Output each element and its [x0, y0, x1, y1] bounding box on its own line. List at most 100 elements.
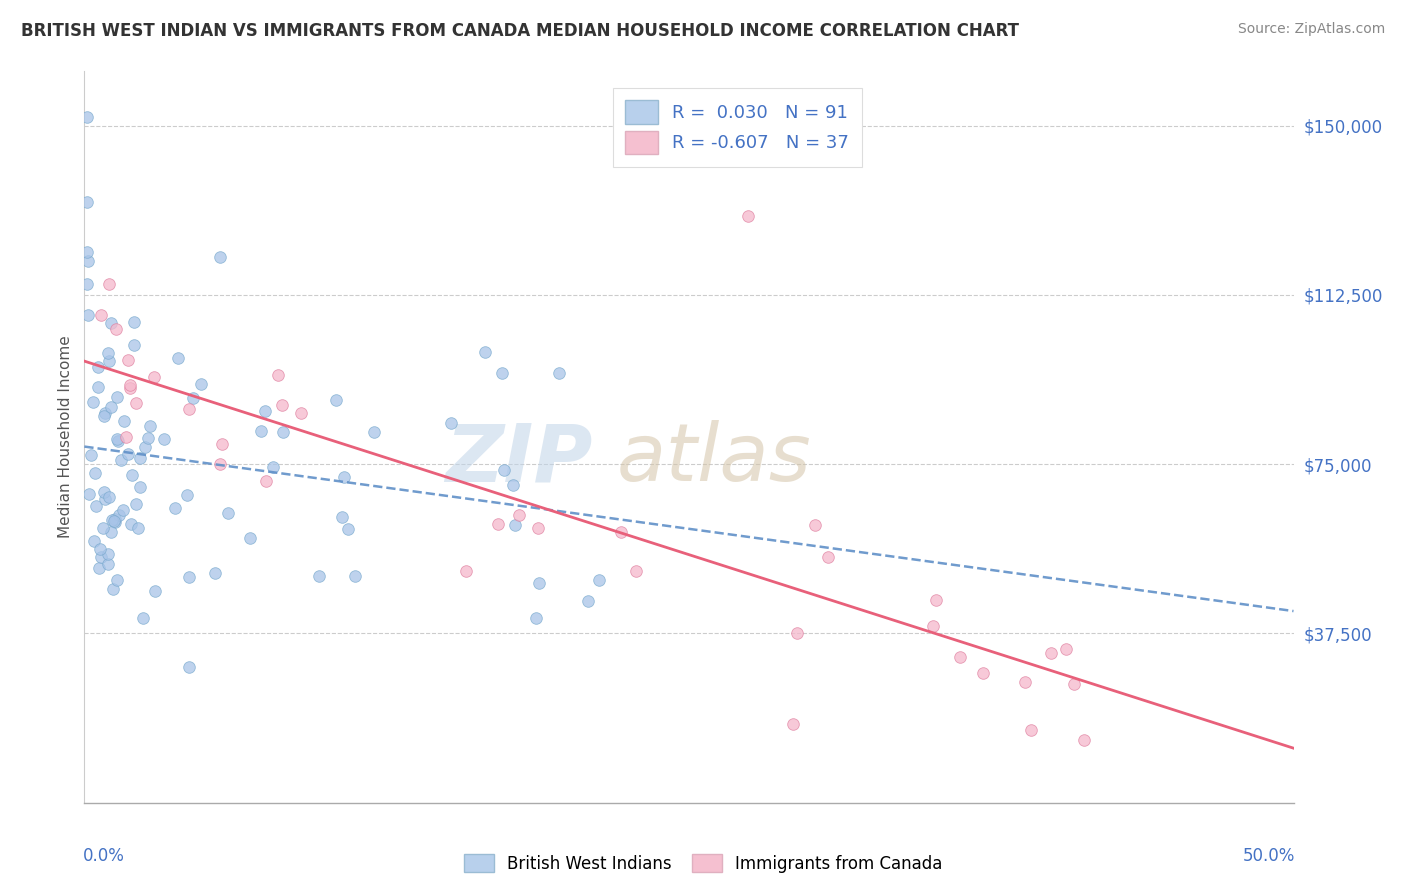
Point [529, 576, 551, 591]
Point [492, 462, 515, 476]
Point [454, 564, 477, 578]
Point [107, 434, 129, 448]
Point [177, 660, 200, 674]
Text: BRITISH WEST INDIAN VS IMMIGRANTS FROM CANADA MEDIAN HOUSEHOLD INCOME CORRELATIO: BRITISH WEST INDIAN VS IMMIGRANTS FROM C… [21, 22, 1019, 40]
Point [1039, 647, 1062, 661]
Point [502, 478, 524, 492]
Point [76, 308, 98, 322]
Point [76, 195, 98, 210]
Point [817, 549, 839, 564]
Point [97, 277, 120, 291]
Point [118, 377, 141, 392]
Point [508, 508, 530, 522]
Point [503, 518, 526, 533]
Point [143, 583, 166, 598]
Text: ZIP: ZIP [444, 420, 592, 498]
Point [239, 531, 262, 545]
Point [440, 416, 463, 430]
Point [208, 457, 231, 471]
Point [100, 316, 122, 330]
Point [103, 514, 125, 528]
Point [125, 396, 148, 410]
Point [89, 560, 111, 574]
Point [190, 376, 212, 391]
Point [308, 568, 330, 582]
Point [89, 541, 111, 556]
Point [90, 550, 112, 565]
Point [100, 401, 122, 415]
Point [332, 470, 354, 484]
Point [588, 574, 610, 588]
Point [254, 404, 277, 418]
Legend: British West Indians, Immigrants from Canada: British West Indians, Immigrants from Ca… [457, 847, 949, 880]
Text: Source: ZipAtlas.com: Source: ZipAtlas.com [1237, 22, 1385, 37]
Point [83, 533, 105, 548]
Point [786, 625, 808, 640]
Point [98, 354, 121, 368]
Point [152, 432, 174, 446]
Point [337, 522, 360, 536]
Point [737, 209, 759, 223]
Point [181, 391, 204, 405]
Point [208, 250, 231, 264]
Point [76, 110, 98, 124]
Point [82, 395, 104, 409]
Point [93, 492, 115, 507]
Point [76, 277, 98, 291]
Point [270, 398, 292, 412]
Point [262, 459, 284, 474]
Point [204, 566, 226, 581]
Text: 0.0%: 0.0% [83, 847, 125, 864]
Point [91, 520, 114, 534]
Point [90, 308, 112, 322]
Point [217, 506, 239, 520]
Point [120, 516, 142, 531]
Point [486, 516, 509, 531]
Point [128, 451, 150, 466]
Point [103, 512, 125, 526]
Point [626, 564, 648, 578]
Point [925, 592, 948, 607]
Point [165, 501, 187, 516]
Point [363, 425, 385, 440]
Point [93, 409, 115, 424]
Point [83, 466, 105, 480]
Point [271, 425, 294, 440]
Point [782, 716, 804, 731]
Point [87, 360, 110, 375]
Point [101, 513, 124, 527]
Point [112, 503, 135, 517]
Y-axis label: Median Household Income: Median Household Income [58, 335, 73, 539]
Point [94, 406, 117, 420]
Point [104, 516, 127, 530]
Point [108, 508, 131, 523]
Point [84, 499, 107, 513]
Point [332, 510, 354, 524]
Text: atlas: atlas [616, 420, 811, 498]
Point [1014, 675, 1036, 690]
Point [136, 431, 159, 445]
Point [139, 419, 162, 434]
Point [101, 582, 124, 596]
Point [93, 485, 115, 500]
Point [125, 497, 148, 511]
Point [344, 569, 367, 583]
Point [134, 440, 156, 454]
Point [76, 254, 98, 268]
Point [132, 611, 155, 625]
Point [921, 619, 943, 633]
Point [1063, 677, 1085, 691]
Point [1054, 641, 1077, 656]
Point [177, 402, 200, 417]
Point [121, 467, 143, 482]
Point [115, 430, 138, 444]
Point [104, 322, 127, 336]
Point [1073, 733, 1095, 747]
Point [105, 390, 128, 404]
Point [117, 353, 139, 368]
Point [76, 244, 98, 259]
Point [177, 569, 200, 583]
Text: 50.0%: 50.0% [1243, 847, 1295, 864]
Point [211, 437, 233, 451]
Point [105, 573, 128, 587]
